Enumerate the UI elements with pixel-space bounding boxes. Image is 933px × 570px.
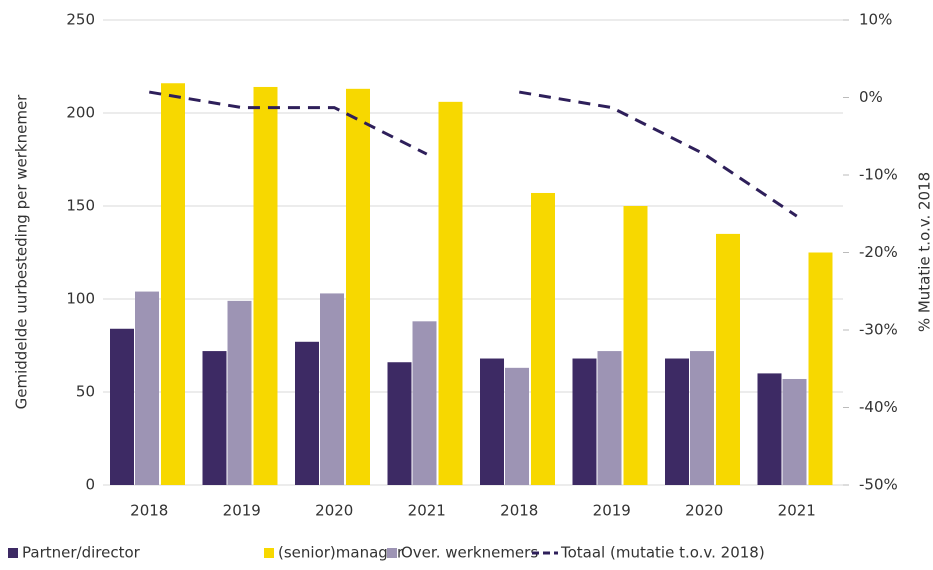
bar (161, 83, 185, 486)
x-tick-label: 2020 (685, 502, 723, 520)
bar (438, 101, 463, 485)
x-tick-label: 2018 (500, 502, 538, 520)
y-axis-label: Gemiddelde uurbesteding per werknemer (13, 94, 31, 410)
bar (623, 206, 648, 485)
bar (320, 293, 344, 485)
bar (387, 362, 412, 485)
y-tick-label: 200 (66, 104, 95, 122)
x-tick-label: 2019 (593, 502, 631, 520)
bar (572, 358, 597, 485)
legend-label: (senior)manager (278, 544, 404, 562)
bar (346, 88, 370, 485)
legend-label: Partner/director (22, 544, 141, 562)
line-series (149, 90, 428, 156)
y2-axis-label: % Mutatie t.o.v. 2018 (916, 172, 933, 332)
y-tick-label: 100 (66, 290, 95, 308)
y2-tick-label: 10% (859, 11, 892, 29)
y2-tick-label: 0% (859, 88, 883, 106)
y-tick-label: 50 (76, 383, 95, 401)
y2-tick-label: -10% (859, 166, 898, 184)
bar (202, 351, 227, 485)
bar (480, 358, 504, 485)
y2-tick-label: -30% (859, 321, 898, 339)
bar (531, 192, 555, 486)
bar (135, 291, 159, 485)
legend-marker (264, 548, 274, 558)
y2-tick-label: -50% (859, 476, 898, 494)
bar (716, 233, 740, 485)
x-tick-label: 2021 (408, 502, 446, 520)
bar (757, 373, 782, 485)
bar (295, 341, 319, 485)
bar (412, 321, 437, 485)
legend-marker (387, 548, 397, 558)
line-series (519, 90, 798, 218)
y2-tick-label: -20% (859, 243, 898, 261)
bar (665, 358, 689, 485)
bar (253, 86, 278, 486)
legend-marker (8, 548, 18, 558)
y-tick-label: 0 (85, 476, 95, 494)
bar (597, 351, 622, 485)
bar (505, 367, 529, 485)
bar (227, 300, 252, 485)
legend-label: Totaal (mutatie t.o.v. 2018) (560, 544, 765, 562)
x-tick-label: 2018 (130, 502, 168, 520)
bar (690, 351, 714, 485)
x-tick-label: 2019 (223, 502, 261, 520)
y-tick-label: 150 (66, 197, 95, 215)
y2-tick-label: -40% (859, 398, 898, 416)
bar (782, 378, 807, 485)
x-tick-label: 2021 (778, 502, 816, 520)
bar (808, 252, 833, 485)
y-tick-label: 250 (66, 11, 95, 29)
bar (110, 328, 134, 485)
x-tick-label: 2020 (315, 502, 353, 520)
legend-label: Over. werknemers (401, 544, 538, 562)
